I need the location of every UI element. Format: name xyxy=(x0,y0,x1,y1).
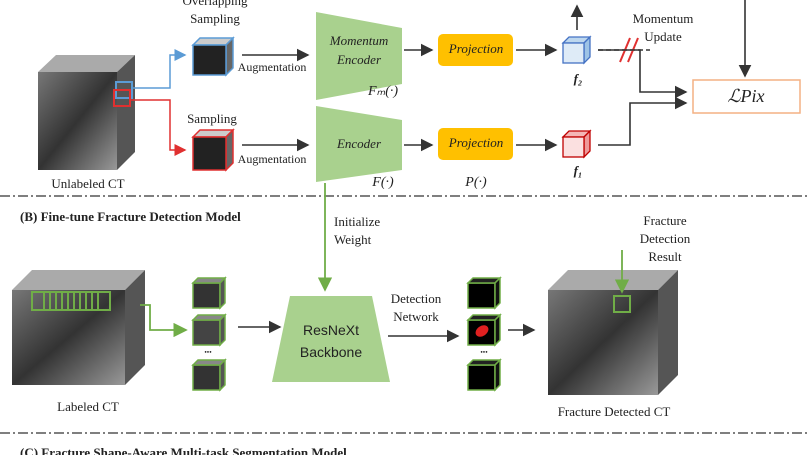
line: Fracture xyxy=(643,213,687,228)
projection xyxy=(438,34,513,66)
label: Initialize Weight xyxy=(334,214,380,247)
label: Augmentation xyxy=(238,60,307,74)
label: Unlabeled CT xyxy=(51,176,124,191)
label: P(·) xyxy=(464,175,487,190)
line: ResNeXt xyxy=(303,322,359,338)
arrow xyxy=(598,96,688,146)
label: Sampling xyxy=(187,111,237,126)
label: ResNeXt Backbone xyxy=(300,322,362,360)
patch-blue xyxy=(191,36,235,77)
label: Projection xyxy=(448,135,503,150)
label: Labeled CT xyxy=(57,399,119,414)
ellipsis: ••• xyxy=(480,349,488,357)
line: Update xyxy=(644,29,682,44)
ct-volume xyxy=(38,55,135,170)
line: Initialize xyxy=(334,214,380,229)
section-title: (B) Fine-tune Fracture Detection Model xyxy=(20,209,241,224)
line: Momentum xyxy=(329,33,389,48)
label: Momentum Update xyxy=(633,11,694,44)
encoder xyxy=(316,106,402,182)
label: F(·) xyxy=(371,175,394,190)
label: Projection xyxy=(448,41,503,56)
line: Detection xyxy=(640,231,691,246)
label: Momentum Encoder xyxy=(329,33,389,67)
line: Result xyxy=(648,249,682,264)
line: Encoder xyxy=(336,52,382,67)
label: Fracture Detected CT xyxy=(558,404,671,419)
momentum-encoder xyxy=(316,12,402,100)
label: Augmentation xyxy=(238,152,307,166)
label: f₁ xyxy=(574,163,583,178)
label: Fₘ(·) xyxy=(367,84,398,99)
line: Overlapping xyxy=(183,0,248,8)
arrow xyxy=(140,304,188,338)
patch-red xyxy=(191,128,235,172)
feature-cube xyxy=(561,35,592,65)
line: Network xyxy=(393,309,439,324)
line: Sampling xyxy=(190,11,240,26)
arrow xyxy=(598,49,688,99)
line: Weight xyxy=(334,232,372,247)
fracture-mask xyxy=(475,325,489,337)
patch-stack xyxy=(466,276,502,392)
line: Detection xyxy=(391,291,442,306)
backbone xyxy=(272,296,390,382)
ct-volume xyxy=(548,270,678,395)
ellipsis: ••• xyxy=(204,349,212,357)
patch-stack xyxy=(191,276,227,392)
feature-cube xyxy=(561,129,592,159)
label: Fracture Detection Result xyxy=(640,213,691,264)
label: Overlapping Sampling xyxy=(183,0,248,26)
label: ℒPix xyxy=(728,86,765,106)
arrow xyxy=(132,49,187,89)
label: f₂ xyxy=(574,71,583,86)
ct-volume xyxy=(12,270,145,385)
section-title: (C) Fracture Shape-Aware Multi-task Segm… xyxy=(20,445,347,455)
line: Backbone xyxy=(300,344,362,360)
loss-box xyxy=(692,79,801,114)
projection xyxy=(438,128,513,160)
label: Detection Network xyxy=(391,291,442,324)
label: Encoder xyxy=(336,136,382,151)
line: Momentum xyxy=(633,11,694,26)
arrow xyxy=(130,99,187,156)
